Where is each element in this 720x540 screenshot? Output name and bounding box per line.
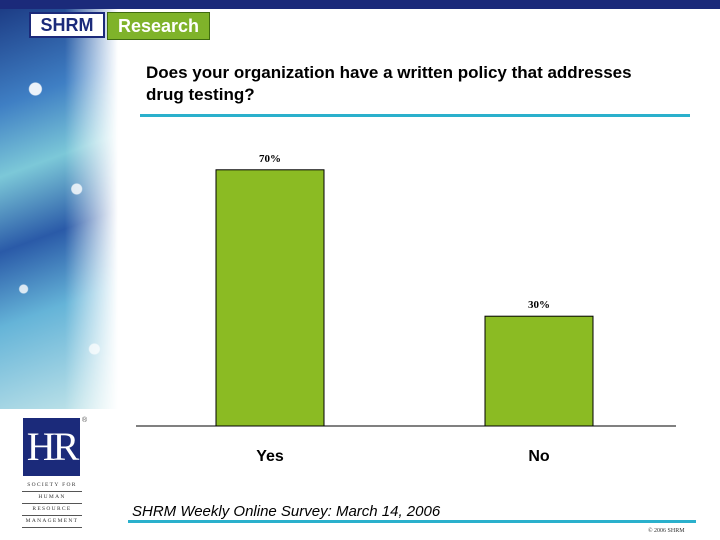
shrm-logo: SHRM xyxy=(29,12,105,38)
org-name-line: HUMAN xyxy=(22,492,82,504)
research-badge: Research xyxy=(107,12,210,40)
copyright-note: © 2006 SHRM xyxy=(648,528,685,534)
registered-mark: ® xyxy=(82,417,88,424)
org-name-block: SOCIETY FOR HUMAN RESOURCE MANAGEMENT xyxy=(22,480,82,528)
top-brand-bar xyxy=(0,0,720,9)
bar-yes xyxy=(215,169,325,427)
org-name-line: SOCIETY FOR xyxy=(22,480,82,492)
source-note: SHRM Weekly Online Survey: March 14, 200… xyxy=(132,503,441,520)
footer-divider xyxy=(128,520,696,523)
org-name-line: RESOURCE xyxy=(22,504,82,516)
decorative-sidebar-image xyxy=(0,9,118,409)
x-tick-label: Yes xyxy=(256,448,284,465)
data-label: 30% xyxy=(528,299,550,311)
org-name-line: MANAGEMENT xyxy=(22,516,82,528)
chart-title: Does your organization have a written po… xyxy=(146,63,632,104)
title-divider xyxy=(140,114,690,117)
hr-logo-icon: HR xyxy=(23,418,80,476)
x-tick-label: No xyxy=(528,448,550,465)
bar-no xyxy=(484,315,594,427)
data-label: 70% xyxy=(259,153,281,165)
